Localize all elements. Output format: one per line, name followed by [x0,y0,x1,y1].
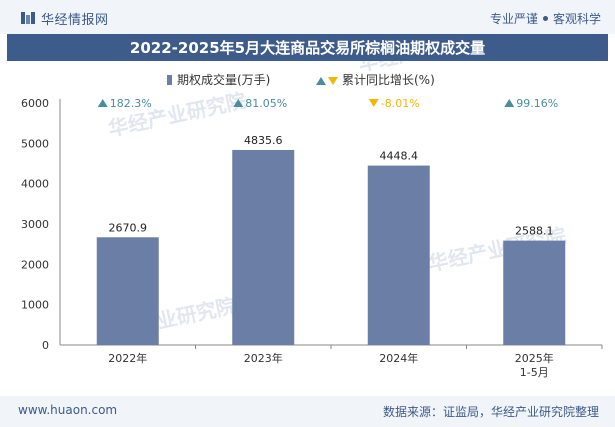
x-tick-label: 2024年 [379,351,418,365]
slogan-left: 专业严谨 [489,12,538,26]
slogan-right: 客观科学 [552,12,601,26]
brand-name: 华经情报网 [41,12,109,28]
legend-up-marker [316,77,326,85]
bar-value-label: 4448.4 [380,150,419,163]
footer-source: 数据来源：证监局，华经产业研究院整理 [382,405,599,419]
logo-icon [21,12,35,24]
y-tick-label: 0 [42,339,49,352]
growth-up-marker [97,99,108,107]
y-tick-label: 2000 [21,258,49,271]
bar [503,240,566,345]
y-tick-label: 4000 [21,178,49,191]
bar [367,165,430,345]
growth-label: 99.16% [516,97,558,110]
footer-website: www.huaon.com [18,403,118,417]
bar-value-label: 2670.9 [109,221,148,234]
legend-growth-label: 累计同比增长(%) [342,73,435,87]
x-tick-label: 2022年 [108,351,147,365]
x-tick-label: 2025年 [515,351,554,365]
growth-up-marker [233,99,244,107]
y-tick-label: 3000 [21,218,49,231]
brand: 华经情报网 [20,9,109,28]
y-tick-label: 6000 [21,97,49,110]
bar-chart: 华经产业研究院华经产业研究院华经产业研究院华经产业研究院010002000300… [21,61,603,379]
x-tick-label: 2023年 [244,351,283,365]
chart-title: 2022-2025年5月大连商品交易所棕榈油期权成交量 [7,34,608,61]
y-tick-label: 1000 [21,299,49,312]
legend-down-marker [328,77,338,85]
y-tick-label: 5000 [21,137,49,150]
growth-up-marker [504,99,515,107]
growth-label: 182.3% [110,97,152,110]
bar [232,149,295,345]
header-bar: 华经情报网 专业严谨 客观科学 [0,0,615,34]
bar-value-label: 2588.1 [515,225,554,238]
bar [96,237,159,345]
growth-label: 81.05% [245,97,287,110]
slogan-dot [542,16,548,21]
footer-bar: www.huaon.com 数据来源：证监局，华经产业研究院整理 [0,396,615,427]
slogan: 专业严谨 客观科学 [490,10,601,27]
legend-bar-swatch [167,75,172,85]
x-tick-label: 1-5月 [520,366,549,379]
growth-down-marker [368,99,379,107]
growth-label: -8.01% [381,97,420,110]
legend-bar-label: 期权成交量(万手) [177,72,270,87]
bar-value-label: 4835.6 [244,134,283,147]
